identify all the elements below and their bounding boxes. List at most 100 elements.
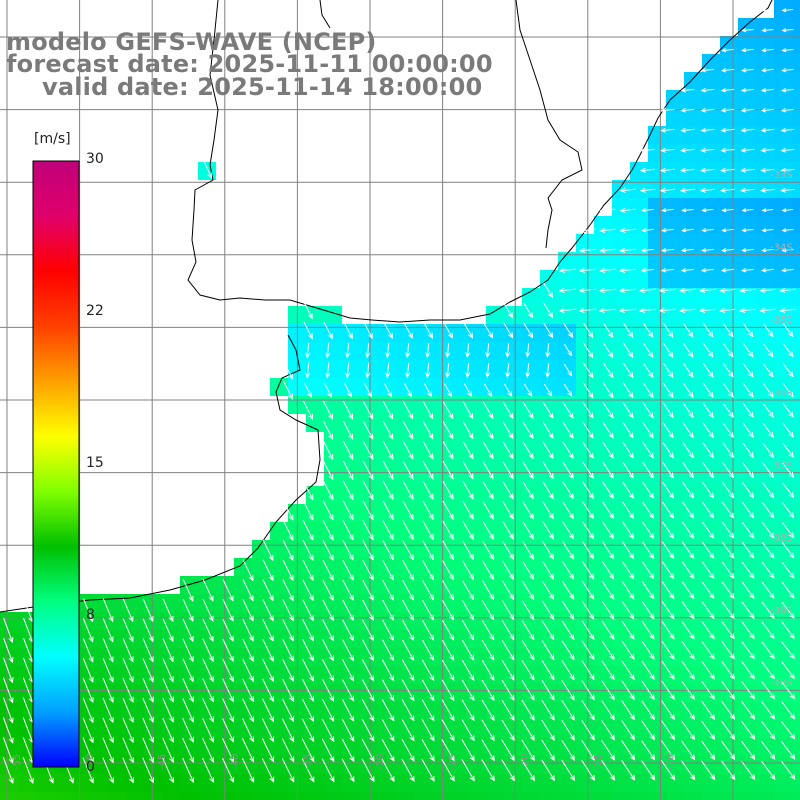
wind-arrow	[562, 402, 574, 419]
wind-arrow	[602, 402, 614, 419]
speed-cell	[360, 342, 378, 360]
speed-cell	[234, 720, 252, 738]
wind-arrow	[581, 680, 595, 701]
speed-cell	[684, 396, 702, 414]
wind-arrow	[582, 421, 594, 439]
speed-cell	[342, 558, 360, 576]
wind-arrow	[741, 228, 754, 233]
longitude-label: -35	[302, 754, 313, 770]
wind-arrow	[3, 657, 14, 684]
speed-cell	[666, 270, 684, 288]
speed-cell	[378, 360, 396, 378]
wind-arrow	[445, 362, 451, 379]
speed-cell	[378, 378, 396, 396]
wind-arrow	[242, 619, 254, 642]
speed-cell	[612, 306, 630, 324]
longitude-label: -55	[12, 754, 23, 770]
speed-cell	[594, 558, 612, 576]
speed-cell	[684, 522, 702, 540]
wind-arrow	[601, 660, 615, 681]
wind-arrow	[761, 8, 774, 13]
wind-arrow	[701, 208, 714, 213]
speed-cell	[270, 792, 288, 800]
speed-cell	[342, 360, 360, 378]
speed-cell	[756, 666, 774, 684]
wind-arrow	[422, 520, 434, 541]
speed-cell	[396, 738, 414, 756]
speed-cell	[756, 576, 774, 594]
wind-arrow	[342, 420, 354, 440]
speed-cell	[270, 630, 288, 648]
speed-cell	[738, 306, 756, 324]
wind-arrow	[721, 720, 736, 740]
speed-cell	[612, 594, 630, 612]
longitude-label: -25	[448, 754, 459, 770]
speed-cell	[306, 774, 324, 792]
speed-cell	[540, 486, 558, 504]
speed-cell	[792, 648, 800, 666]
speed-cell	[234, 576, 252, 594]
speed-cell	[792, 450, 800, 468]
wind-arrow	[642, 382, 654, 399]
wind-arrow	[680, 167, 695, 173]
speed-cell	[738, 180, 756, 198]
wind-arrow	[601, 680, 615, 701]
wind-arrow	[142, 618, 154, 643]
speed-cell	[774, 684, 792, 702]
speed-cell	[396, 450, 414, 468]
wind-arrow	[242, 738, 255, 763]
wind-arrow	[641, 720, 656, 741]
speed-cell	[720, 378, 738, 396]
speed-cell	[522, 648, 540, 666]
speed-cell	[72, 774, 90, 792]
wind-arrow	[505, 363, 511, 379]
speed-cell	[342, 684, 360, 702]
speed-cell	[684, 792, 702, 800]
wind-arrow	[182, 698, 194, 723]
wind-arrow	[381, 718, 395, 742]
wind-arrow	[681, 720, 696, 741]
wind-arrow	[525, 363, 531, 378]
wind-arrow	[720, 167, 735, 173]
wind-arrow	[558, 307, 577, 314]
wind-arrow	[142, 678, 154, 703]
wind-arrow	[462, 540, 474, 561]
wind-arrow	[662, 521, 675, 539]
wind-arrow	[642, 402, 654, 419]
wind-arrow	[401, 699, 415, 722]
speed-cell	[630, 234, 648, 252]
speed-cell	[630, 378, 648, 396]
speed-cell	[486, 450, 504, 468]
speed-cell	[540, 414, 558, 432]
speed-cell	[576, 450, 594, 468]
speed-cell	[612, 630, 630, 648]
speed-cell	[702, 540, 720, 558]
wind-arrow	[523, 302, 534, 319]
speed-cell	[468, 702, 486, 720]
speed-cell	[720, 450, 738, 468]
speed-cell	[738, 270, 756, 288]
wind-arrow	[621, 680, 635, 701]
wind-arrow	[622, 461, 634, 479]
wind-arrow	[681, 561, 695, 580]
speed-cell	[612, 342, 630, 360]
speed-cell	[630, 198, 648, 216]
wind-arrow	[261, 738, 275, 763]
speed-cell	[738, 108, 756, 126]
speed-cell	[432, 504, 450, 522]
wind-arrow	[641, 561, 655, 580]
wind-arrow	[302, 500, 314, 521]
speed-cell	[270, 774, 288, 792]
speed-cell	[648, 234, 666, 252]
wind-arrow	[302, 659, 314, 682]
speed-cell	[738, 288, 756, 306]
speed-cell	[432, 648, 450, 666]
speed-cell	[558, 432, 576, 450]
wind-arrow	[402, 560, 414, 581]
speed-cell	[684, 306, 702, 324]
speed-cell	[162, 792, 180, 800]
speed-cell	[558, 396, 576, 414]
speed-cell	[720, 504, 738, 522]
wind-arrow	[302, 678, 314, 702]
wind-arrow	[582, 481, 594, 500]
